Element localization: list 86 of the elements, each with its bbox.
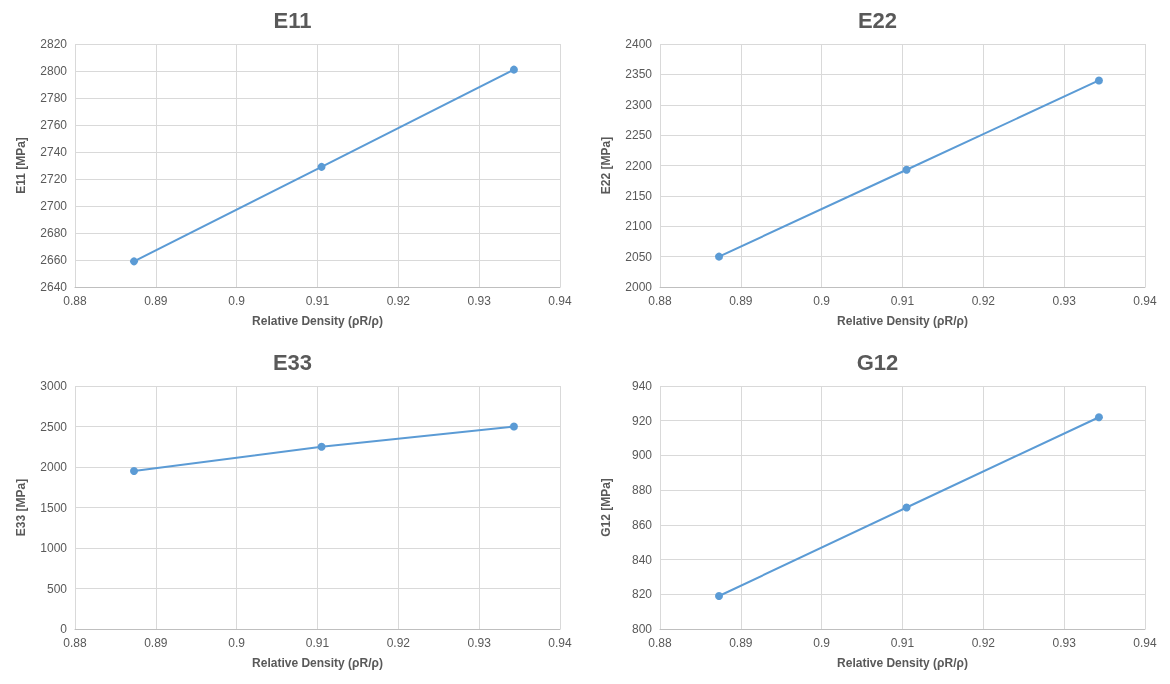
- chart-title: G12: [856, 349, 899, 375]
- x-tick-label: 0.94: [1133, 636, 1157, 650]
- y-tick-label: 800: [631, 622, 653, 636]
- y-tick-label: 920: [631, 413, 653, 428]
- x-axis-title: Relative Density (ρR/ρ): [837, 656, 968, 670]
- point: [317, 162, 326, 171]
- chart-title: E22: [857, 7, 898, 33]
- x-tick-label: 0.93: [1052, 294, 1077, 308]
- y-tick-label: 0: [60, 622, 68, 636]
- y-tick-label: 3000: [40, 379, 68, 393]
- y-tick-label: 2800: [40, 64, 68, 78]
- y-tick-label: 2820: [40, 37, 68, 51]
- y-tick-label: 2740: [40, 145, 68, 159]
- x-tick-label: 0.94: [548, 636, 572, 650]
- x-tick-label: 0.9: [813, 636, 831, 650]
- x-axis-title: Relative Density (ρR/ρ): [252, 314, 383, 328]
- y-axis-title: E33 [MPa]: [14, 478, 28, 537]
- y-tick-label: 2000: [625, 280, 653, 294]
- point: [715, 252, 724, 261]
- x-tick-label: 0.9: [228, 294, 246, 308]
- x-tick-label: 0.88: [63, 636, 87, 650]
- x-tick-label: 0.92: [971, 294, 996, 308]
- x-tick-label: 0.88: [648, 636, 672, 650]
- point: [130, 257, 139, 266]
- y-tick-label: 2760: [40, 118, 68, 132]
- y-tick-label: 900: [631, 448, 653, 463]
- x-tick-label: 0.93: [467, 636, 492, 650]
- x-tick-label: 0.94: [548, 294, 572, 308]
- x-tick-label: 0.9: [228, 636, 246, 650]
- point: [317, 442, 326, 451]
- point: [1094, 413, 1103, 422]
- y-tick-label: 820: [631, 587, 653, 602]
- y-tick-label: 2640: [40, 280, 68, 294]
- x-tick-label: 0.92: [386, 636, 411, 650]
- y-tick-label: 2700: [40, 199, 68, 213]
- y-tick-label: 2300: [625, 97, 653, 112]
- x-tick-label: 0.89: [729, 294, 753, 308]
- x-tick-label: 0.88: [648, 294, 672, 308]
- y-tick-label: 2400: [625, 37, 653, 51]
- x-tick-label: 0.9: [813, 294, 831, 308]
- x-tick-label: 0.88: [63, 294, 87, 308]
- x-tick-label: 0.94: [1133, 294, 1157, 308]
- x-tick-label: 0.93: [467, 294, 492, 308]
- chart-title: E33: [272, 349, 313, 375]
- y-axis-title: E11 [MPa]: [14, 137, 28, 194]
- point: [509, 422, 518, 431]
- chart-title: E11: [273, 7, 312, 33]
- y-tick-label: 860: [631, 517, 653, 532]
- y-tick-label: 2100: [625, 219, 653, 234]
- y-tick-label: 2660: [40, 253, 68, 267]
- point: [902, 503, 911, 512]
- x-tick-label: 0.91: [305, 294, 330, 308]
- y-tick-label: 500: [46, 581, 68, 596]
- y-axis-title: E22 [MPa]: [599, 136, 613, 195]
- y-tick-label: 940: [631, 379, 653, 393]
- y-tick-label: 2200: [625, 158, 653, 173]
- y-tick-label: 1000: [40, 541, 68, 555]
- y-tick-label: 1500: [40, 500, 68, 515]
- y-tick-label: 2150: [625, 188, 653, 203]
- x-tick-label: 0.89: [144, 294, 168, 308]
- x-axis-title: Relative Density (ρR/ρ): [837, 314, 968, 328]
- x-tick-label: 0.93: [1052, 636, 1077, 650]
- y-tick-label: 840: [631, 552, 653, 567]
- x-tick-label: 0.91: [890, 636, 915, 650]
- x-axis-title: Relative Density (ρR/ρ): [252, 656, 383, 670]
- y-tick-label: 2720: [40, 172, 68, 186]
- x-tick-label: 0.89: [729, 636, 753, 650]
- y-tick-label: 2000: [40, 460, 68, 474]
- x-tick-label: 0.91: [890, 294, 915, 308]
- x-tick-label: 0.91: [305, 636, 330, 650]
- y-tick-label: 2500: [40, 419, 68, 434]
- x-tick-label: 0.92: [386, 294, 411, 308]
- y-tick-label: 2680: [40, 226, 68, 240]
- x-tick-label: 0.92: [971, 636, 996, 650]
- y-axis-title: G12 [MPa]: [599, 478, 613, 537]
- x-tick-label: 0.89: [144, 636, 168, 650]
- y-tick-label: 2350: [625, 67, 653, 82]
- point: [509, 65, 518, 74]
- y-tick-label: 2780: [40, 91, 68, 105]
- y-tick-label: 880: [631, 483, 653, 498]
- y-tick-label: 2250: [625, 128, 653, 143]
- point: [130, 467, 139, 476]
- point: [1094, 76, 1103, 85]
- point: [715, 592, 724, 601]
- y-tick-label: 2050: [625, 249, 653, 264]
- point: [902, 165, 911, 174]
